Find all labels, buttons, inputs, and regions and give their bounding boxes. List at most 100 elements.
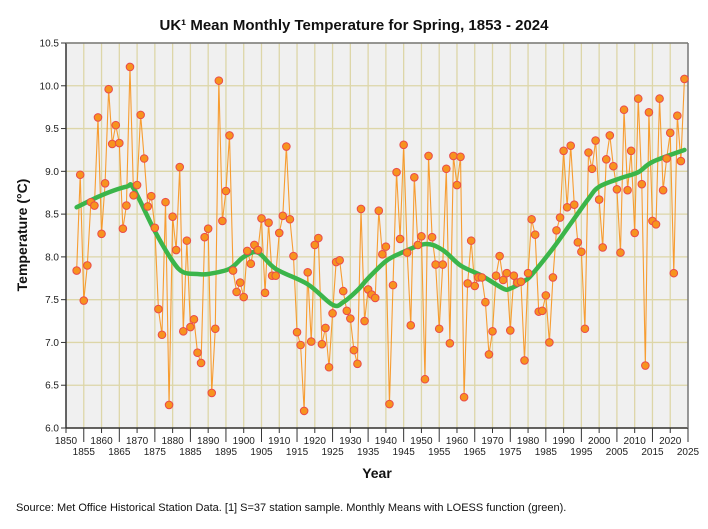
data-point xyxy=(420,374,430,384)
x-axis-label: Year xyxy=(362,465,392,481)
data-point xyxy=(623,185,632,195)
data-point xyxy=(388,280,398,290)
data-point xyxy=(349,345,359,355)
data-point xyxy=(115,138,124,148)
data-point xyxy=(164,400,174,410)
data-point xyxy=(214,76,224,85)
data-point xyxy=(559,146,568,156)
data-point xyxy=(676,156,686,166)
data-point xyxy=(463,279,472,288)
data-point xyxy=(328,309,337,318)
data-point xyxy=(360,316,369,326)
x-tick-label: 1935 xyxy=(357,447,380,458)
data-point xyxy=(193,348,202,358)
y-tick-label: 8.5 xyxy=(45,210,59,221)
data-point xyxy=(537,306,547,316)
data-point xyxy=(573,238,583,247)
data-point xyxy=(278,211,288,221)
x-tick-label: 1970 xyxy=(481,436,504,447)
data-point xyxy=(658,185,668,195)
data-point xyxy=(210,324,220,334)
data-point xyxy=(669,268,679,278)
y-tick-label: 9.0 xyxy=(45,167,59,178)
data-point xyxy=(125,62,135,72)
data-point xyxy=(203,224,213,233)
data-point xyxy=(178,327,188,336)
x-tick-label: 1905 xyxy=(250,447,273,458)
data-point xyxy=(321,323,330,333)
data-point xyxy=(399,140,408,150)
data-point xyxy=(161,197,170,207)
data-point xyxy=(605,131,615,140)
y-tick-label: 8.0 xyxy=(45,252,59,263)
x-tick-label: 2010 xyxy=(624,436,647,447)
x-tick-label: 1900 xyxy=(233,436,256,447)
data-point xyxy=(72,266,81,275)
x-tick-label: 1860 xyxy=(90,436,113,447)
data-point xyxy=(150,223,160,233)
x-tick-label: 2015 xyxy=(641,447,664,458)
x-tick-label: 1925 xyxy=(321,447,344,458)
x-tick-label: 1960 xyxy=(446,436,469,447)
data-point xyxy=(182,236,192,245)
data-point xyxy=(104,84,113,94)
data-point xyxy=(225,131,234,140)
x-tick-label: 1875 xyxy=(144,447,167,458)
data-point xyxy=(651,220,661,229)
data-point xyxy=(378,250,387,259)
data-point xyxy=(452,180,462,190)
data-point xyxy=(644,108,654,117)
data-point xyxy=(83,261,92,270)
data-point xyxy=(218,216,227,226)
data-point xyxy=(282,142,291,151)
data-point xyxy=(445,339,455,348)
data-point xyxy=(587,164,597,174)
data-point xyxy=(413,240,423,250)
x-tick-label: 1915 xyxy=(286,447,309,458)
data-point xyxy=(434,324,444,334)
data-point xyxy=(569,200,579,209)
x-tick-label: 1945 xyxy=(393,447,416,458)
data-point xyxy=(459,392,469,402)
data-point xyxy=(175,162,185,172)
y-tick-label: 7.0 xyxy=(45,338,59,349)
data-point xyxy=(641,361,650,370)
data-point xyxy=(665,128,675,138)
x-tick-label: 1995 xyxy=(570,447,593,458)
x-tick-label: 1855 xyxy=(73,447,96,458)
data-point xyxy=(274,228,284,238)
data-point xyxy=(616,248,625,257)
data-point xyxy=(516,277,526,287)
data-point xyxy=(417,232,426,241)
data-point xyxy=(381,242,391,251)
data-point xyxy=(196,358,206,368)
y-tick-label: 6.5 xyxy=(45,381,59,392)
temperature-series-line xyxy=(76,66,685,411)
data-point xyxy=(662,154,671,163)
data-point xyxy=(527,214,536,224)
data-point xyxy=(466,236,476,245)
x-tick-label: 1975 xyxy=(499,447,522,458)
data-point xyxy=(296,340,305,350)
data-point xyxy=(442,164,451,174)
data-point xyxy=(598,243,607,252)
data-point xyxy=(584,148,593,157)
data-point xyxy=(609,161,618,171)
data-point xyxy=(484,350,494,359)
data-point xyxy=(633,94,643,103)
data-point xyxy=(673,111,682,121)
data-point xyxy=(612,185,622,194)
data-point xyxy=(200,232,209,242)
x-tick-label: 1950 xyxy=(410,436,433,447)
data-point xyxy=(498,275,508,285)
data-point xyxy=(147,191,156,201)
data-point xyxy=(111,120,121,130)
data-point xyxy=(594,195,604,204)
x-tick-label: 1865 xyxy=(108,447,131,458)
data-point xyxy=(505,326,515,335)
data-point xyxy=(314,233,323,243)
data-point xyxy=(601,155,611,164)
data-point xyxy=(139,154,149,163)
x-tick-label: 1880 xyxy=(162,436,185,447)
